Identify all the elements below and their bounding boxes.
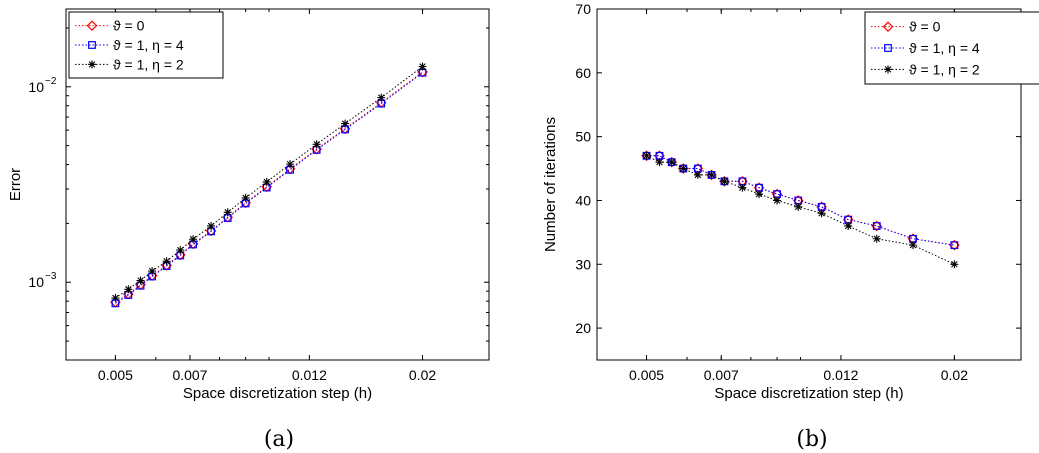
y-tick-label: 40 — [575, 192, 591, 208]
legend-item: ϑ = 1, η = 2 — [75, 56, 184, 72]
y-tick-label: 20 — [575, 320, 591, 336]
data-point — [176, 246, 185, 255]
chart-panel-b: 0.005 0.007 0.012 0.02 20 30 40 50 60 70 Space dis… — [542, 1, 1039, 452]
data-point — [817, 209, 826, 218]
data-point — [207, 221, 216, 230]
data-point — [655, 158, 664, 167]
data-point — [377, 93, 386, 102]
panel-caption: (a) — [264, 427, 294, 452]
legend-marker — [882, 21, 894, 33]
x-axis-label: Space discretization step (h) — [183, 385, 372, 402]
data-point — [667, 158, 676, 167]
data-point — [262, 177, 271, 186]
x-axis-label: Space discretization step (h) — [714, 385, 903, 402]
data-point — [148, 267, 157, 276]
x-tick-label: 0.02 — [941, 367, 968, 383]
series-line — [115, 66, 423, 299]
legend-label: ϑ = 1, η = 4 — [113, 37, 184, 53]
data-point — [241, 193, 250, 202]
data-point — [872, 222, 881, 230]
x-tick-label: 0.005 — [629, 367, 664, 383]
y-tick-label: 10 — [28, 274, 44, 290]
y-tick-label-exponent: −2 — [45, 76, 57, 87]
series-3 — [111, 62, 427, 303]
y-tick-label: 60 — [575, 65, 591, 81]
legend-item: ϑ = 1, η = 2 — [871, 61, 980, 77]
legend: ϑ = 0 ϑ = 1, η = 4 ϑ = 1, η = 2 — [68, 11, 224, 79]
legend-label: ϑ = 0 — [909, 19, 941, 35]
y-tick-label-exponent: −3 — [45, 271, 57, 282]
data-point — [679, 164, 688, 173]
y-tick-label: 30 — [575, 256, 591, 272]
x-tick-label: 0.02 — [409, 367, 436, 383]
data-point — [872, 234, 881, 243]
legend-box — [864, 11, 1039, 85]
data-point — [794, 202, 803, 211]
data-point — [418, 62, 427, 71]
legend-marker — [86, 20, 98, 32]
x-tick-label: 0.012 — [292, 367, 327, 383]
y-axis-label: Number of iterations — [542, 117, 559, 252]
data-point — [136, 276, 145, 285]
series-2 — [111, 68, 427, 308]
data-point — [223, 208, 232, 217]
data-point — [773, 196, 782, 205]
legend-item: ϑ = 0 — [871, 19, 941, 35]
legend-marker — [884, 65, 892, 74]
data-point — [341, 119, 350, 128]
data-point — [755, 190, 764, 199]
data-point — [162, 257, 171, 266]
legend-label: ϑ = 1, η = 2 — [909, 61, 980, 77]
legend-label: ϑ = 0 — [113, 18, 145, 34]
data-point — [844, 221, 853, 230]
x-tick-label: 0.007 — [172, 367, 207, 383]
y-tick-label: 70 — [575, 1, 591, 17]
legend-label: ϑ = 1, η = 4 — [909, 40, 980, 56]
legend-label: ϑ = 1, η = 2 — [113, 56, 184, 72]
data-point — [908, 241, 917, 250]
series-line — [646, 155, 955, 265]
data-point — [693, 170, 702, 179]
y-axis-label: Error — [7, 168, 24, 201]
series-3 — [642, 151, 959, 269]
x-tick-label: 0.005 — [98, 367, 133, 383]
data-point — [642, 151, 651, 160]
legend-item: ϑ = 1, η = 4 — [871, 40, 980, 56]
series-line — [115, 72, 423, 304]
data-point — [286, 160, 295, 169]
y-tick-label: 50 — [575, 129, 591, 145]
data-point — [111, 294, 120, 303]
panel-caption: (b) — [796, 427, 827, 452]
x-tick-label: 0.007 — [704, 367, 739, 383]
legend-item: ϑ = 1, η = 4 — [75, 37, 184, 53]
legend-item: ϑ = 0 — [75, 18, 145, 34]
legend: ϑ = 0 ϑ = 1, η = 4 ϑ = 1, η = 2 — [864, 11, 1039, 85]
y-tick-label: 10 — [28, 79, 44, 95]
legend-marker — [884, 44, 892, 52]
legend-marker — [88, 41, 96, 49]
legend-marker — [88, 60, 96, 69]
data-point — [312, 140, 321, 149]
data-point — [189, 235, 198, 244]
data-point — [950, 260, 959, 269]
data-point — [124, 285, 133, 294]
data-point — [720, 177, 729, 186]
data-point — [707, 170, 716, 179]
data-point — [950, 241, 959, 250]
data-point — [738, 183, 747, 192]
x-tick-label: 0.012 — [823, 367, 858, 383]
